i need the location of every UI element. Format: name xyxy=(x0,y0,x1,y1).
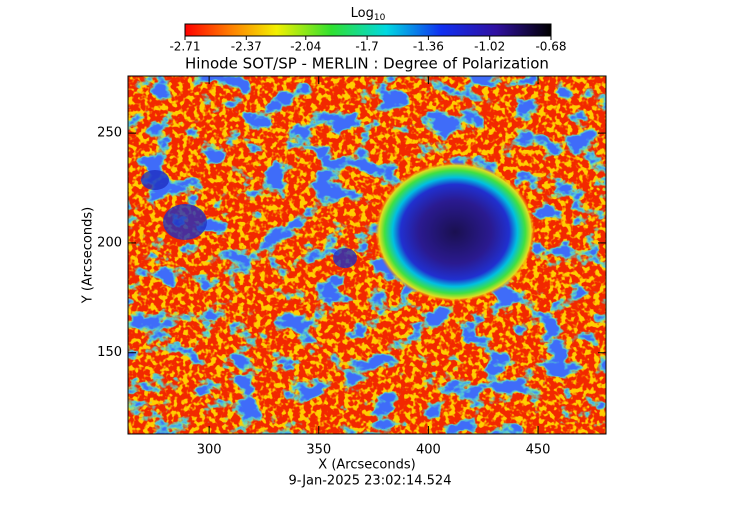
x-axis-label: X (Arcseconds) xyxy=(318,458,415,473)
x-tick-label: 300 xyxy=(197,443,222,458)
y-tick-label: 250 xyxy=(97,126,122,141)
colorbar-label: Log10 xyxy=(351,6,386,23)
plot-frame xyxy=(127,75,607,435)
colorbar-tick-label: -1.02 xyxy=(474,40,505,54)
y-tick-label: 200 xyxy=(97,235,122,250)
timestamp: 9-Jan-2025 23:02:14.524 xyxy=(289,474,452,489)
image xyxy=(128,76,606,434)
x-tick-label: 400 xyxy=(416,443,441,458)
x-tick-label: 450 xyxy=(526,443,551,458)
colorbar-tick-label: -1.36 xyxy=(413,40,444,54)
x-tick-label: 350 xyxy=(306,443,331,458)
colorbar-tick-label: -2.04 xyxy=(290,40,321,54)
y-tick-label: 150 xyxy=(97,345,122,360)
colorbar xyxy=(184,23,552,37)
colorbar-tick-label: -2.71 xyxy=(169,40,200,54)
colorbar-tick-label: -0.68 xyxy=(535,40,566,54)
chart-title: Hinode SOT/SP - MERLIN : Degree of Polar… xyxy=(185,55,549,73)
y-axis-label: Y (Arcseconds) xyxy=(81,207,96,304)
colorbar-tick-label: -2.37 xyxy=(231,40,262,54)
colorbar-tick-label: -1.7 xyxy=(355,40,378,54)
